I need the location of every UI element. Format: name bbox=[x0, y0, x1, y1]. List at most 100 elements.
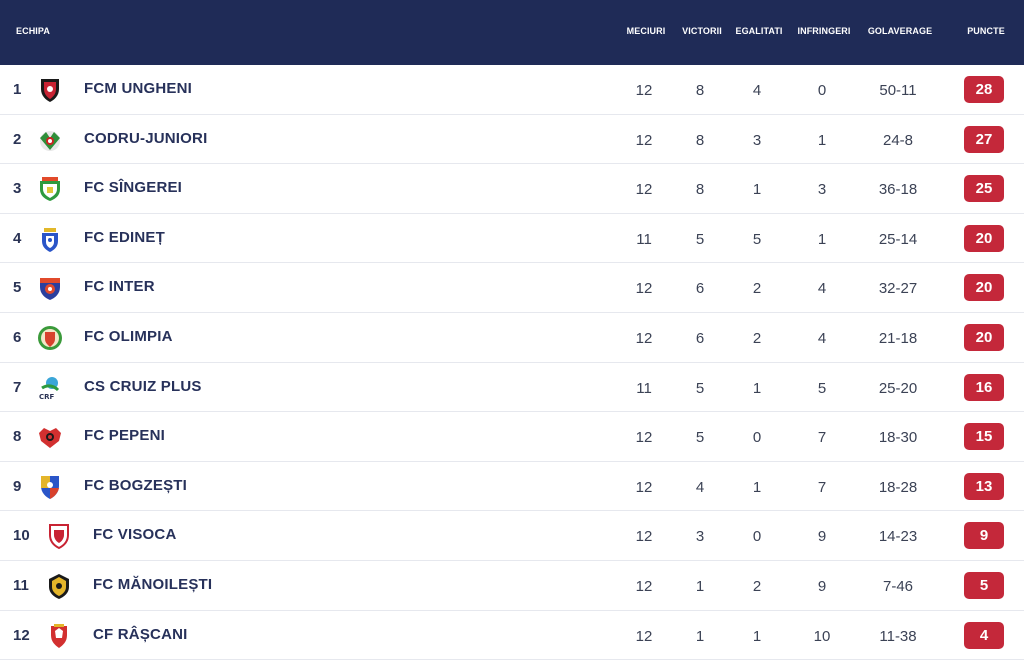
header-wins[interactable]: VICTORII bbox=[682, 26, 722, 36]
table-row[interactable]: 12 CF RÂȘCANI 12 1 1 10 11-38 4 bbox=[0, 611, 1024, 661]
cf-rascani-crest-icon[interactable] bbox=[45, 622, 73, 650]
losses-value: 1 bbox=[817, 230, 827, 248]
header-losses[interactable]: INFRINGERI bbox=[797, 26, 851, 36]
team-name-link[interactable]: FC EDINEȚ bbox=[84, 228, 165, 246]
goals-value: 25-20 bbox=[878, 379, 918, 397]
losses-value: 0 bbox=[817, 82, 827, 99]
fc-edinet-crest-icon[interactable] bbox=[36, 225, 64, 253]
row-position: 1 bbox=[13, 81, 22, 98]
table-row[interactable]: 3 FC SÎNGEREI 12 8 1 3 36-18 25 bbox=[0, 164, 1024, 214]
draws-value: 1 bbox=[752, 627, 762, 645]
played-value: 12 bbox=[635, 181, 653, 199]
team-name-link[interactable]: FC MĂNOILEȘTI bbox=[93, 575, 213, 593]
fcm-ungheni-crest-icon[interactable] bbox=[36, 76, 64, 104]
wins-value: 1 bbox=[695, 577, 705, 595]
losses-value: 4 bbox=[817, 329, 827, 347]
goals-value: 36-18 bbox=[878, 181, 918, 199]
team-name-link[interactable]: CS CRUIZ PLUS bbox=[84, 377, 202, 395]
losses-value: 4 bbox=[817, 280, 827, 298]
table-row[interactable]: 10 FC VISOCA 12 3 0 9 14-23 9 bbox=[0, 511, 1024, 561]
table-row[interactable]: 1 FCM UNGHENI 12 8 4 0 50-11 28 bbox=[0, 65, 1024, 115]
cs-cruiz-plus-crest-icon[interactable]: CRF bbox=[36, 374, 64, 402]
table-body: 1 FCM UNGHENI 12 8 4 0 50-11 28 2 CODRU-JUNIORI 12… bbox=[0, 65, 1024, 661]
played-value: 12 bbox=[635, 329, 653, 347]
played-value: 12 bbox=[635, 429, 653, 447]
table-row[interactable]: 4 FC EDINEȚ 11 5 5 1 25-14 20 bbox=[0, 214, 1024, 264]
wins-value: 4 bbox=[695, 478, 705, 496]
played-value: 12 bbox=[635, 627, 653, 645]
played-value: 12 bbox=[635, 131, 653, 149]
fc-olimpia-crest-icon[interactable] bbox=[36, 324, 64, 352]
team-name-link[interactable]: FC BOGZEȘTI bbox=[84, 476, 188, 494]
draws-value: 5 bbox=[752, 230, 762, 248]
goals-value: 7-46 bbox=[882, 577, 914, 595]
header-points[interactable]: PUNCTE bbox=[967, 26, 1005, 36]
fc-pepeni-crest-icon[interactable] bbox=[36, 423, 64, 451]
wins-value: 8 bbox=[695, 82, 705, 99]
table-row[interactable]: 6 FC OLIMPIA 12 6 2 4 21-18 20 bbox=[0, 313, 1024, 363]
points-badge: 20 bbox=[964, 323, 1004, 351]
losses-value: 1 bbox=[817, 131, 827, 149]
team-name-link[interactable]: CF RÂȘCANI bbox=[93, 625, 188, 643]
table-row[interactable]: 8 FC PEPENI 12 5 0 7 18-30 15 bbox=[0, 412, 1024, 462]
losses-value: 9 bbox=[817, 577, 827, 595]
losses-value: 7 bbox=[817, 478, 827, 496]
fc-bogzesti-crest-icon[interactable] bbox=[36, 473, 64, 501]
fc-singerei-crest-icon[interactable] bbox=[36, 175, 64, 203]
fc-manoilesti-crest-icon[interactable] bbox=[45, 572, 73, 600]
table-row[interactable]: 2 CODRU-JUNIORI 12 8 3 1 24-8 27 bbox=[0, 115, 1024, 165]
goals-value: 18-28 bbox=[878, 478, 918, 496]
svg-text:CRF: CRF bbox=[39, 393, 55, 401]
codru-juniori-crest-icon[interactable] bbox=[36, 126, 64, 154]
wins-value: 5 bbox=[695, 429, 705, 447]
points-badge: 25 bbox=[964, 175, 1004, 203]
wins-value: 6 bbox=[695, 329, 705, 347]
played-value: 12 bbox=[635, 528, 653, 546]
wins-value: 8 bbox=[695, 131, 705, 149]
points-badge: 4 bbox=[964, 621, 1004, 649]
row-position: 6 bbox=[13, 328, 22, 346]
wins-value: 6 bbox=[695, 280, 705, 298]
row-position: 3 bbox=[13, 180, 22, 198]
played-value: 11 bbox=[636, 379, 652, 397]
team-name-link[interactable]: FC SÎNGEREI bbox=[84, 179, 183, 197]
draws-value: 2 bbox=[752, 329, 762, 347]
table-row[interactable]: 11 FC MĂNOILEȘTI 12 1 2 9 7-46 5 bbox=[0, 561, 1024, 611]
table-row[interactable]: 7 CRF CS CRUIZ PLUS 11 5 1 5 25-20 16 bbox=[0, 363, 1024, 413]
draws-value: 2 bbox=[752, 577, 762, 595]
fc-inter-crest-icon[interactable] bbox=[36, 274, 64, 302]
row-position: 7 bbox=[13, 378, 22, 396]
row-position: 12 bbox=[13, 626, 30, 644]
goals-value: 24-8 bbox=[882, 131, 914, 149]
points-badge: 13 bbox=[964, 472, 1004, 500]
header-played[interactable]: MECIURI bbox=[626, 26, 666, 36]
points-badge: 28 bbox=[964, 76, 1004, 103]
table-row[interactable]: 5 FC INTER 12 6 2 4 32-27 20 bbox=[0, 263, 1024, 313]
header-team[interactable]: ECHIPA bbox=[16, 26, 50, 36]
row-position: 9 bbox=[13, 477, 22, 495]
team-name-link[interactable]: FCM UNGHENI bbox=[84, 80, 193, 97]
fc-visoca-crest-icon[interactable] bbox=[45, 522, 73, 550]
losses-value: 7 bbox=[817, 429, 827, 447]
points-badge: 20 bbox=[964, 224, 1004, 252]
draws-value: 0 bbox=[752, 429, 762, 447]
team-name-link[interactable]: FC INTER bbox=[84, 278, 155, 296]
draws-value: 2 bbox=[752, 280, 762, 298]
wins-value: 5 bbox=[695, 230, 705, 248]
team-name-link[interactable]: CODRU-JUNIORI bbox=[84, 129, 208, 147]
table-row[interactable]: 9 FC BOGZEȘTI 12 4 1 7 18-28 13 bbox=[0, 462, 1024, 512]
goals-value: 18-30 bbox=[878, 429, 918, 447]
draws-value: 3 bbox=[752, 131, 762, 149]
goals-value: 25-14 bbox=[878, 230, 918, 248]
goals-value: 14-23 bbox=[878, 528, 918, 546]
losses-value: 3 bbox=[817, 181, 827, 199]
header-draws[interactable]: EGALITATI bbox=[735, 26, 783, 36]
team-name-link[interactable]: FC OLIMPIA bbox=[84, 327, 173, 345]
team-name-link[interactable]: FC PEPENI bbox=[84, 427, 165, 445]
header-goals[interactable]: GOLAVERAGE bbox=[867, 26, 933, 36]
team-name-link[interactable]: FC VISOCA bbox=[93, 526, 177, 544]
draws-value: 1 bbox=[752, 379, 762, 397]
played-value: 12 bbox=[635, 577, 653, 595]
row-position: 11 bbox=[13, 576, 29, 594]
